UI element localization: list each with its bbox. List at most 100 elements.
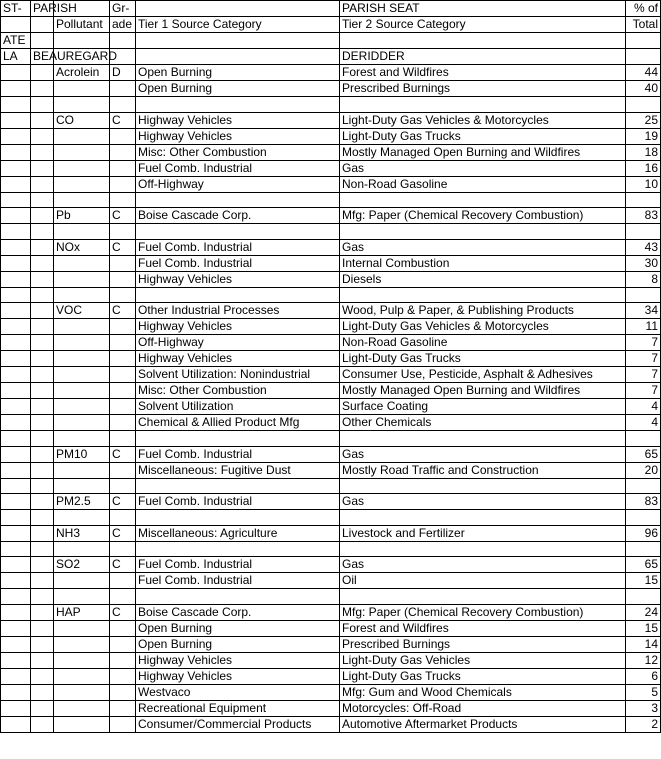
table-cell: [30, 223, 54, 240]
table-cell: [0, 588, 31, 605]
table-cell: [30, 699, 54, 717]
table-row: [0, 223, 661, 240]
data-table: ST- PARISH Gr- PARISH SEAT% of Pollutant ade T…: [0, 0, 661, 733]
table-body: ST- PARISH Gr- PARISH SEAT% of Pollutant ade T…: [0, 0, 661, 733]
table-cell: [109, 461, 136, 479]
table-cell: [53, 80, 110, 97]
table-row: Recreational Equipment Motorcycles: Off-R…: [0, 699, 661, 717]
table-cell: 15: [625, 619, 661, 637]
table-row: Westvaco Mfg: Gum and Wood Chemicals 5: [0, 683, 661, 701]
table-cell: [53, 382, 110, 399]
table-cell: [0, 191, 31, 208]
table-cell: 30: [625, 254, 661, 272]
table-cell: [30, 32, 54, 49]
table-cell: [109, 223, 136, 240]
table-cell: [109, 143, 136, 161]
table-cell: 5: [625, 683, 661, 701]
table-cell: [53, 286, 110, 303]
table-cell: [53, 588, 110, 605]
table-cell: 6: [625, 667, 661, 685]
table-cell: Light-Duty Gas Vehicles & Motorcycles: [339, 111, 626, 129]
table-cell: Automotive Aftermarket Products: [339, 715, 626, 733]
table-row: Consumer/Commercial Products Automotive A…: [0, 715, 661, 733]
table-cell: [0, 715, 31, 733]
table-row: Highway Vehicles Diesels 8: [0, 270, 661, 288]
table-cell: [53, 191, 110, 208]
table-cell: [0, 238, 31, 256]
table-cell: Westvaco: [135, 683, 340, 701]
table-cell: Highway Vehicles: [135, 667, 340, 685]
table-cell: [0, 603, 31, 621]
table-cell: [0, 699, 31, 717]
table-cell: [30, 366, 54, 383]
table-cell: [625, 48, 661, 65]
table-cell: ade: [109, 16, 136, 33]
table-cell: Off-Highway: [135, 175, 340, 193]
table-cell: Open Burning: [135, 64, 340, 81]
table-cell: [53, 540, 110, 557]
table-cell: [109, 254, 136, 272]
table-cell: Other Chemicals: [339, 414, 626, 431]
table-cell: Non-Road Gasoline: [339, 175, 626, 193]
table-cell: [0, 556, 31, 573]
table-cell: [109, 398, 136, 415]
table-cell: [0, 64, 31, 81]
table-cell: [339, 430, 626, 447]
table-cell: [339, 509, 626, 526]
table-row: NOx C Fuel Comb. Industrial Gas 43: [0, 238, 661, 256]
table-cell: [109, 96, 136, 113]
table-cell: DERIDDER: [339, 48, 626, 65]
table-cell: [30, 715, 54, 733]
table-cell: Tier 2 Source Category: [339, 16, 626, 33]
table-cell: SO2: [53, 556, 110, 573]
table-cell: Mfg: Gum and Wood Chemicals: [339, 683, 626, 701]
table-row: PM2.5 C Fuel Comb. Industrial Gas 83: [0, 493, 661, 510]
table-cell: [109, 414, 136, 431]
table-cell: [30, 254, 54, 272]
table-cell: [53, 334, 110, 351]
table-cell: Light-Duty Gas Trucks: [339, 127, 626, 145]
table-cell: [625, 191, 661, 208]
table-cell: NOx: [53, 238, 110, 256]
table-cell: 65: [625, 556, 661, 573]
table-row: HAP C Boise Cascade Corp. Mfg: Paper (Chemi…: [0, 603, 661, 621]
table-cell: 7: [625, 382, 661, 399]
table-cell: [30, 540, 54, 557]
table-cell: [53, 635, 110, 653]
table-row: Fuel Comb. Industrial Oil 15: [0, 572, 661, 589]
table-cell: [0, 270, 31, 288]
table-cell: 8: [625, 270, 661, 288]
table-cell: [109, 191, 136, 208]
table-row: Fuel Comb. Industrial Internal Combustion…: [0, 254, 661, 272]
table-cell: [109, 318, 136, 335]
table-row: ATE: [0, 32, 661, 49]
table-cell: Open Burning: [135, 635, 340, 653]
table-cell: C: [109, 111, 136, 129]
table-cell: D: [109, 64, 136, 81]
table-cell: PM10: [53, 445, 110, 463]
table-row: Highway Vehicles Light-Duty Gas Vehicles 1…: [0, 651, 661, 669]
table-cell: Gas: [339, 556, 626, 573]
table-cell: [0, 398, 31, 415]
table-cell: 2: [625, 715, 661, 733]
table-cell: [625, 223, 661, 240]
table-row: Pollutant ade Tier 1 Source Category Tier 2…: [0, 16, 661, 33]
table-cell: Total: [625, 16, 661, 33]
table-cell: [53, 270, 110, 288]
table-cell: Livestock and Fertilizer: [339, 524, 626, 542]
table-cell: Misc: Other Combustion: [135, 143, 340, 161]
table-cell: Acrolein: [53, 64, 110, 81]
table-cell: [109, 715, 136, 733]
table-cell: Fuel Comb. Industrial: [135, 556, 340, 573]
table-cell: [339, 477, 626, 494]
table-cell: [109, 540, 136, 557]
table-cell: [30, 430, 54, 447]
table-cell: [53, 477, 110, 494]
table-cell: [135, 477, 340, 494]
table-cell: [53, 223, 110, 240]
table-cell: [53, 366, 110, 383]
table-cell: [53, 572, 110, 589]
table-cell: Gas: [339, 445, 626, 463]
table-cell: 11: [625, 318, 661, 335]
table-row: [0, 588, 661, 605]
